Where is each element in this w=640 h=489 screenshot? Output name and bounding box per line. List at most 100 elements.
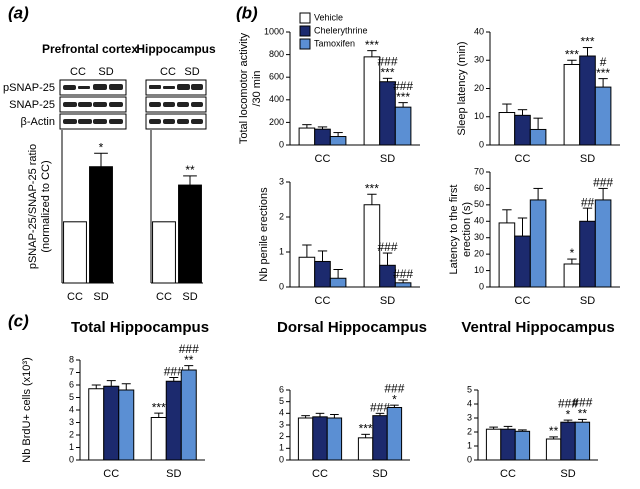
y-tick-label: 3 xyxy=(279,176,284,186)
y-axis-label: Sleep latency (min) xyxy=(456,41,468,135)
bar xyxy=(88,388,105,461)
significance-label: ### xyxy=(377,240,397,254)
significance-label: ### xyxy=(164,365,184,379)
y-tick-label: 30 xyxy=(474,55,484,65)
y-tick-label: 0 xyxy=(279,139,284,149)
x-tick-label: SD xyxy=(182,291,197,303)
bar xyxy=(485,428,502,461)
significance-label: ## xyxy=(581,195,595,209)
y-tick-label: 6 xyxy=(279,384,284,394)
y-tick-label: 8 xyxy=(69,354,74,364)
significance-label: *** xyxy=(152,400,166,414)
bar xyxy=(498,222,516,288)
y-tick-label: 0 xyxy=(69,454,74,464)
x-tick-label: CC xyxy=(315,295,331,307)
y-tick-label: 3 xyxy=(69,417,74,427)
blot-row-label: pSNAP-25 xyxy=(3,82,55,94)
panel-label: (c) xyxy=(8,311,29,330)
x-tick-label: CC xyxy=(103,468,119,480)
chart-title: Total Hippocampus xyxy=(71,319,209,336)
bar xyxy=(150,417,167,461)
bar xyxy=(514,430,531,461)
x-tick-label: CC xyxy=(515,153,531,165)
chart-title: Hippocampus xyxy=(136,42,216,56)
bar xyxy=(178,184,202,284)
y-tick-label: 4 xyxy=(69,404,74,414)
blot: pSNAP-25 SNAP-25 β-Actin CC SD CC SD xyxy=(3,66,207,130)
x-tick-label: SD xyxy=(580,153,595,165)
significance-label: ### xyxy=(393,79,413,93)
y-tick-label: 7 xyxy=(69,367,74,377)
y-tick-label: 20 xyxy=(474,83,484,93)
blot-lane-label: SD xyxy=(98,66,113,78)
y-tick-label: 0 xyxy=(479,281,484,291)
bar xyxy=(103,385,120,461)
y-axis-label: Latency to the first xyxy=(448,185,460,275)
y-tick-label: 2 xyxy=(279,431,284,441)
legend-swatch xyxy=(299,38,311,50)
y-tick-label: 50 xyxy=(474,199,484,209)
legend-swatch xyxy=(299,25,311,37)
chart-title: Prefrontal cortex xyxy=(42,42,138,56)
bar xyxy=(560,421,576,461)
bar xyxy=(297,417,314,461)
legend-label: Chelerythrine xyxy=(314,25,368,35)
y-tick-label: 800 xyxy=(269,49,284,59)
y-tick-label: 2 xyxy=(69,429,74,439)
y-tick-label: 4 xyxy=(467,398,472,408)
y-tick-label: 40 xyxy=(474,26,484,36)
bar xyxy=(372,415,388,461)
chart-title: Dorsal Hippocampus xyxy=(277,319,427,336)
significance-label: *** xyxy=(580,35,594,49)
y-tick-label: 0 xyxy=(279,454,284,464)
y-tick-label: 0 xyxy=(279,281,284,291)
bar xyxy=(594,199,612,288)
y-tick-label: 10 xyxy=(474,265,484,275)
y-tick-label: 6 xyxy=(69,379,74,389)
y-tick-label: 4 xyxy=(279,408,284,418)
significance-label: ** xyxy=(578,407,588,421)
bar xyxy=(89,166,113,284)
significance-label: *** xyxy=(596,66,610,80)
y-tick-label: 1 xyxy=(467,440,472,450)
significance-label: *** xyxy=(359,422,373,436)
significance-label: ### xyxy=(377,55,397,69)
y-tick-label: 40 xyxy=(474,216,484,226)
bar xyxy=(363,56,381,146)
significance-label: *** xyxy=(365,38,379,52)
chart-title: Ventral Hippocampus xyxy=(461,319,614,336)
bar xyxy=(314,260,331,288)
panel-label: (b) xyxy=(236,3,258,22)
significance-label: *** xyxy=(396,90,410,104)
blot-frame xyxy=(59,79,207,130)
significance-label: ### xyxy=(384,381,404,395)
significance-label: * xyxy=(99,140,104,154)
x-tick-label: CC xyxy=(315,153,331,165)
bar xyxy=(329,136,347,146)
bar xyxy=(579,220,596,288)
bar xyxy=(180,369,197,461)
y-axis-label: erection (s) xyxy=(461,202,473,257)
significance-label: ** xyxy=(185,163,195,177)
blot-bands xyxy=(63,84,203,124)
x-tick-label: SD xyxy=(166,468,181,480)
bar xyxy=(386,407,403,461)
y-tick-label: 5 xyxy=(467,384,472,394)
significance-label: *** xyxy=(365,181,379,195)
significance-label: * xyxy=(566,407,571,421)
bar xyxy=(394,106,412,146)
y-tick-label: 200 xyxy=(269,117,284,127)
bar xyxy=(63,221,87,284)
bar xyxy=(574,421,591,461)
bar xyxy=(357,437,374,461)
y-axis-label: (normalized to CC) xyxy=(40,160,52,252)
bar xyxy=(165,380,182,461)
significance-label: * xyxy=(570,246,575,260)
y-tick-label: 10 xyxy=(474,111,484,121)
x-tick-label: SD xyxy=(560,468,575,480)
significance-label: # xyxy=(600,55,607,69)
x-tick-label: SD xyxy=(580,295,595,307)
y-tick-label: 1 xyxy=(69,442,74,452)
blot-lane-label: CC xyxy=(160,66,176,78)
